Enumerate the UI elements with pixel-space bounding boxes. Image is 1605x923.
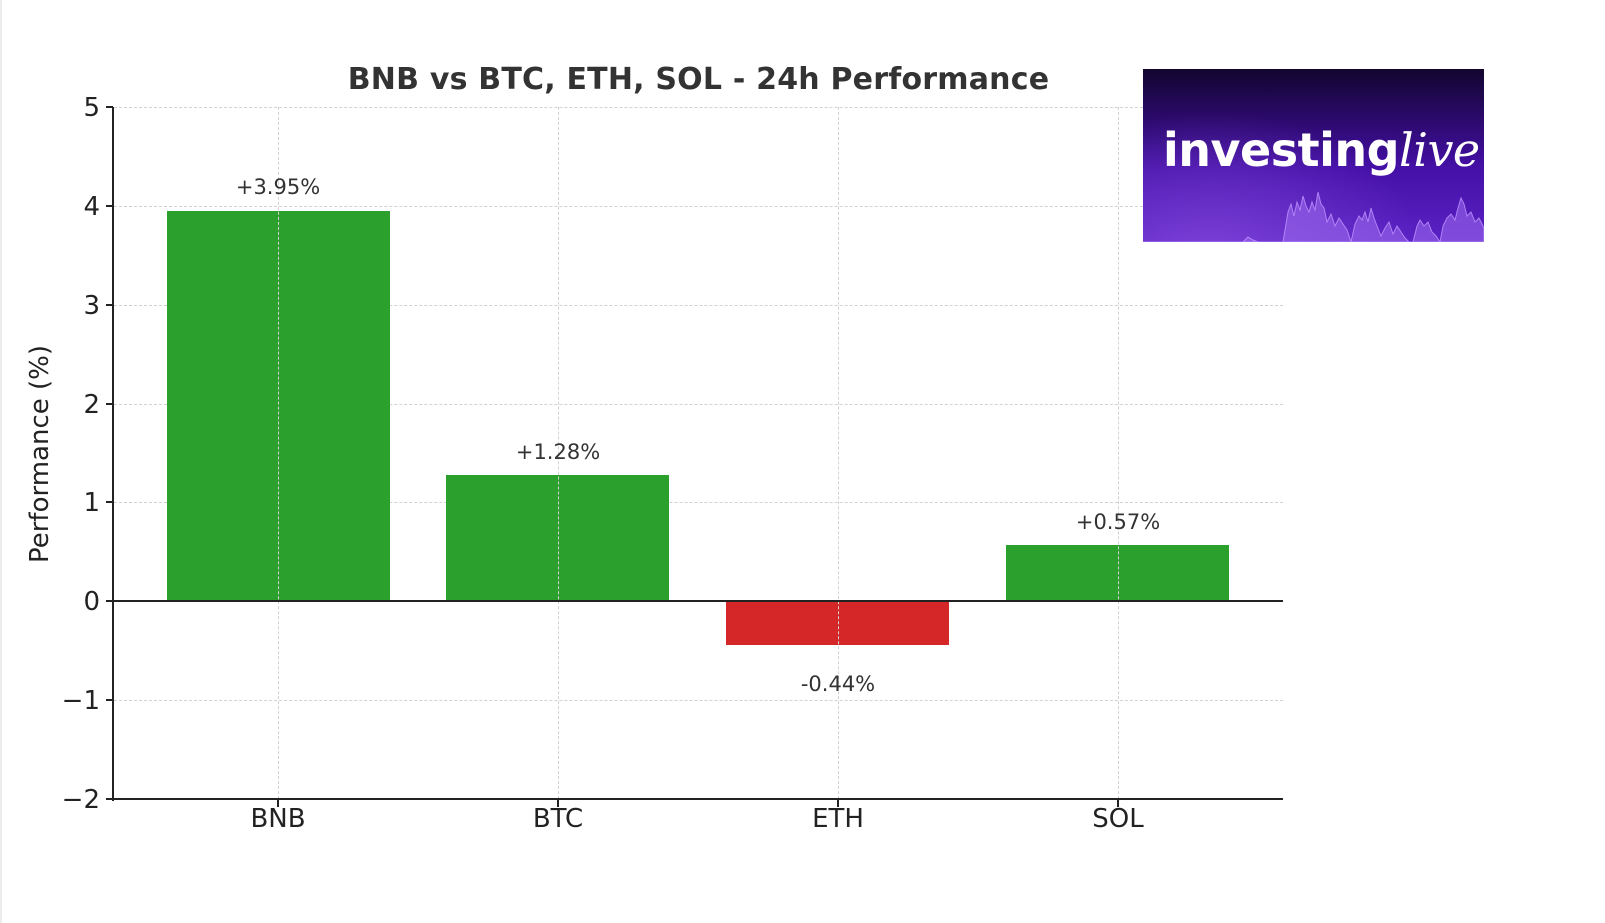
x-axis (112, 798, 1283, 800)
x-tick (837, 800, 839, 807)
y-tick-label: 4 (83, 192, 100, 222)
y-tick (106, 205, 113, 207)
y-tick-label: −1 (61, 686, 100, 716)
gridline-x-bnb (278, 107, 279, 799)
gridline-x-btc (558, 107, 559, 799)
y-tick-label: −2 (61, 785, 100, 815)
bar-sol (1006, 544, 1229, 602)
y-tick-label: 1 (83, 488, 100, 518)
zero-line (114, 600, 1283, 602)
y-tick-label: 0 (83, 587, 100, 617)
logo-wordmark-accent: live (1399, 123, 1480, 177)
y-tick (106, 304, 113, 306)
gridline-y-3 (114, 304, 1283, 306)
gridline-y-5 (114, 107, 1283, 108)
bar-eth (726, 601, 949, 645)
chart-title: BNB vs BTC, ETH, SOL - 24h Performance (347, 62, 1050, 97)
gridline-y-4 (114, 205, 1283, 207)
y-tick-label: 2 (83, 390, 100, 420)
y-tick (106, 106, 113, 108)
gridline-y-1 (114, 502, 1283, 504)
y-axis (112, 107, 114, 801)
x-tick-label-bnb: BNB (250, 804, 306, 834)
y-tick-label: 5 (83, 93, 100, 123)
value-label-sol: +0.57% (1075, 510, 1161, 534)
investinglive-logo: investinglive (1143, 69, 1484, 242)
gridline-x-sol (1118, 107, 1119, 799)
x-tick (557, 800, 559, 807)
x-tick (277, 800, 279, 807)
value-label-bnb: +3.95% (235, 175, 321, 199)
gridline-y-2 (114, 403, 1283, 405)
y-axis-label: Performance (%) (25, 344, 55, 564)
x-tick-label-sol: SOL (1092, 804, 1144, 834)
gridline-y-neg1 (114, 700, 1283, 702)
x-tick-label-eth: ETH (812, 804, 864, 834)
logo-wave-graphic (1143, 191, 1484, 242)
y-tick (106, 699, 113, 701)
logo-wordmark: investinglive (1163, 123, 1480, 177)
y-tick (106, 501, 113, 503)
value-label-btc: +1.28% (515, 440, 601, 464)
x-tick (1117, 800, 1119, 807)
y-tick (106, 403, 113, 405)
value-label-eth: -0.44% (800, 672, 876, 696)
y-tick (106, 798, 113, 800)
x-tick-label-btc: BTC (532, 804, 584, 834)
bar-btc (446, 474, 669, 602)
logo-wordmark-main: investing (1163, 123, 1400, 177)
image-edge (0, 0, 2, 923)
y-tick (106, 600, 113, 602)
plot-area (114, 107, 1283, 799)
y-tick-label: 3 (83, 291, 100, 321)
gridline-x-eth (838, 107, 839, 799)
